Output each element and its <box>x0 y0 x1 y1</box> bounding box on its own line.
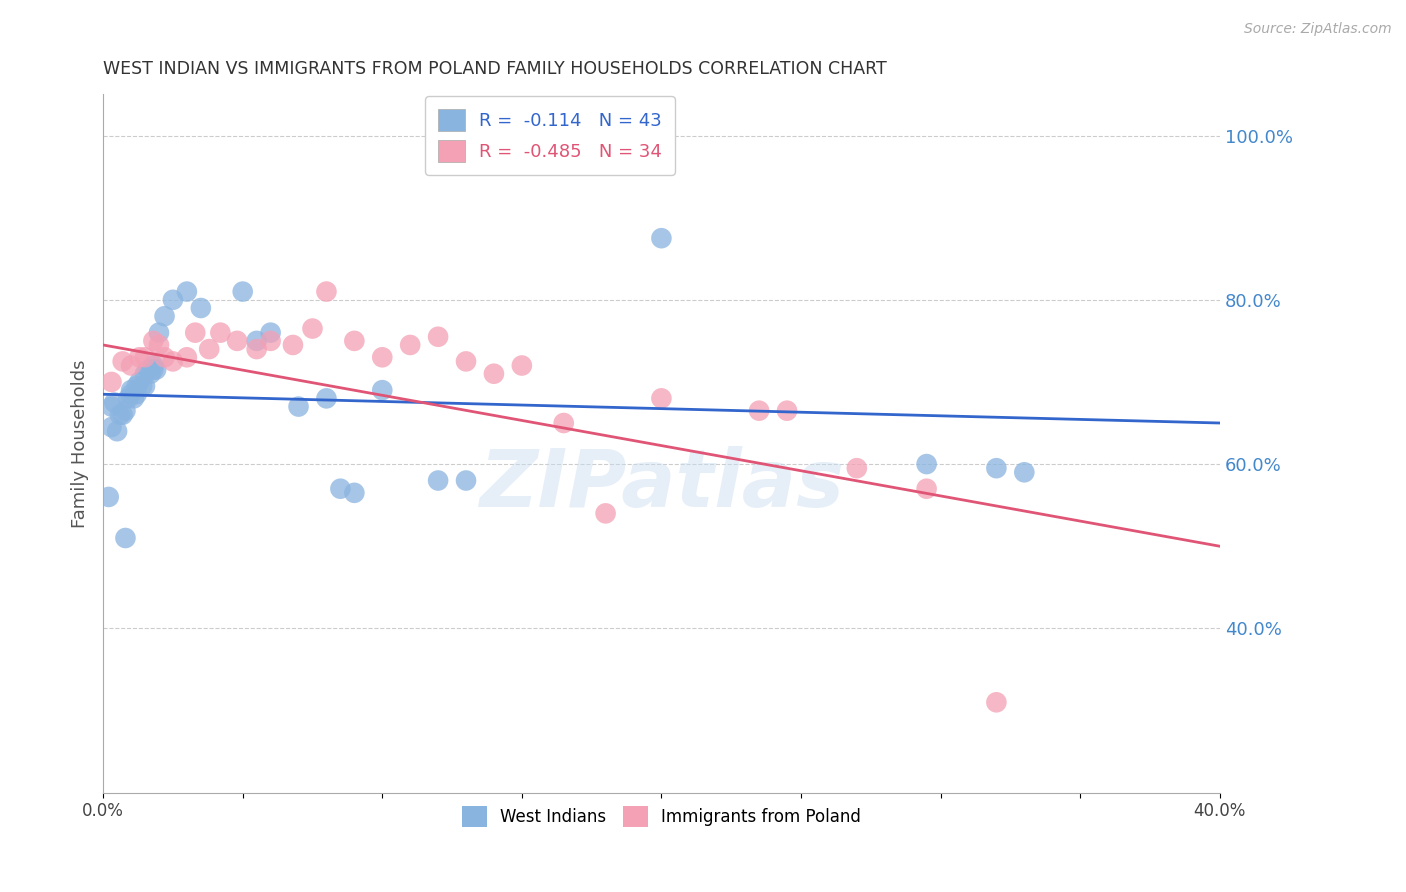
Point <box>120 387 142 401</box>
Point <box>114 403 136 417</box>
Point <box>986 461 1008 475</box>
Point <box>301 321 323 335</box>
Point <box>246 342 269 356</box>
Point <box>103 395 125 409</box>
Point <box>748 403 770 417</box>
Point <box>329 482 352 496</box>
Point <box>1014 465 1036 479</box>
Text: Source: ZipAtlas.com: Source: ZipAtlas.com <box>1244 22 1392 37</box>
Point <box>125 387 148 401</box>
Text: ZIPatlas: ZIPatlas <box>479 446 844 524</box>
Point <box>136 362 159 376</box>
Point <box>122 392 145 406</box>
Point <box>111 408 134 422</box>
Point <box>454 474 477 488</box>
Point <box>145 362 167 376</box>
Point <box>427 330 450 344</box>
Point <box>162 293 184 307</box>
Point <box>105 424 128 438</box>
Legend: West Indians, Immigrants from Poland: West Indians, Immigrants from Poland <box>456 799 868 833</box>
Point <box>399 338 422 352</box>
Point <box>176 351 198 365</box>
Point <box>120 359 142 373</box>
Point <box>315 392 337 406</box>
Point <box>131 379 153 393</box>
Point <box>553 416 575 430</box>
Point <box>281 338 304 352</box>
Point <box>371 351 394 365</box>
Point <box>776 403 799 417</box>
Point <box>371 383 394 397</box>
Point <box>153 351 176 365</box>
Point <box>232 285 254 299</box>
Point <box>134 379 156 393</box>
Point <box>125 379 148 393</box>
Point <box>246 334 269 348</box>
Point <box>139 367 162 381</box>
Point <box>184 326 207 340</box>
Point <box>259 326 281 340</box>
Point <box>845 461 868 475</box>
Point <box>915 482 938 496</box>
Point <box>134 367 156 381</box>
Point <box>427 474 450 488</box>
Point <box>986 695 1008 709</box>
Point <box>142 362 165 376</box>
Point <box>128 351 150 365</box>
Point <box>315 285 337 299</box>
Y-axis label: Family Households: Family Households <box>72 359 89 528</box>
Point <box>915 457 938 471</box>
Point <box>162 354 184 368</box>
Point <box>142 359 165 373</box>
Point <box>97 490 120 504</box>
Point <box>482 367 505 381</box>
Point <box>128 375 150 389</box>
Point <box>111 354 134 368</box>
Point <box>287 400 309 414</box>
Point <box>650 231 672 245</box>
Point <box>198 342 221 356</box>
Point <box>148 338 170 352</box>
Point <box>142 334 165 348</box>
Point <box>148 326 170 340</box>
Point <box>120 383 142 397</box>
Point <box>650 392 672 406</box>
Point <box>343 486 366 500</box>
Point <box>134 351 156 365</box>
Point <box>108 408 131 422</box>
Text: WEST INDIAN VS IMMIGRANTS FROM POLAND FAMILY HOUSEHOLDS CORRELATION CHART: WEST INDIAN VS IMMIGRANTS FROM POLAND FA… <box>103 60 887 78</box>
Point <box>595 507 617 521</box>
Point <box>153 310 176 324</box>
Point <box>100 400 122 414</box>
Point <box>259 334 281 348</box>
Point <box>510 359 533 373</box>
Point <box>454 354 477 368</box>
Point <box>209 326 232 340</box>
Point <box>176 285 198 299</box>
Point <box>114 531 136 545</box>
Point <box>190 301 212 315</box>
Point <box>100 375 122 389</box>
Point <box>100 420 122 434</box>
Point <box>343 334 366 348</box>
Point <box>117 392 139 406</box>
Point <box>226 334 249 348</box>
